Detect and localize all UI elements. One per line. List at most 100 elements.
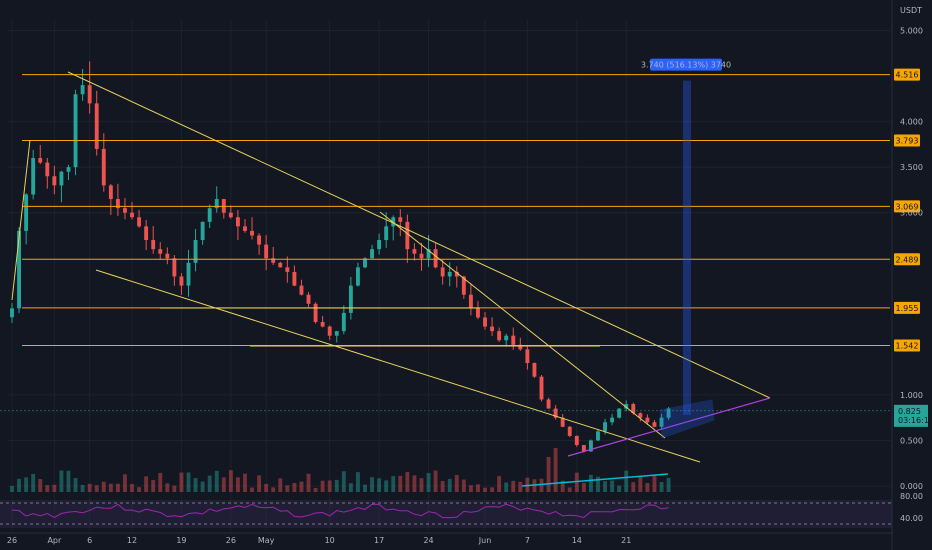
volume-trend-line — [521, 473, 669, 487]
volume-bar — [363, 484, 367, 492]
candle-body — [45, 162, 50, 177]
time-tick: 26 — [7, 536, 17, 545]
volume-bar — [207, 475, 212, 492]
volume-bar — [539, 478, 544, 492]
candle-body — [624, 404, 629, 409]
candle-body — [334, 331, 339, 336]
candle-body — [539, 376, 544, 400]
volume-bar — [80, 484, 85, 492]
volume-bar — [38, 479, 43, 492]
candle-body — [172, 258, 177, 277]
level-tag — [894, 68, 920, 81]
level-label: 1.542 — [896, 342, 919, 351]
volume-bar — [426, 473, 431, 492]
volume-bar — [504, 482, 509, 492]
candle-body — [299, 285, 304, 295]
volume-bar — [172, 485, 177, 492]
volume-bar — [433, 470, 438, 492]
volume-bar — [73, 478, 78, 492]
candle-body — [257, 235, 262, 245]
volume-bar — [130, 483, 134, 492]
candle-body — [518, 344, 523, 350]
volume-bar — [271, 487, 276, 492]
volume-bar — [454, 475, 459, 492]
candle-body — [490, 326, 495, 332]
level-label: 1.955 — [896, 304, 919, 313]
volume-bar — [313, 487, 318, 492]
volume-bar — [610, 480, 615, 492]
volume-bar — [603, 481, 607, 492]
volume-bar — [581, 482, 586, 492]
candle-body — [497, 331, 502, 341]
volume-bar — [264, 483, 269, 492]
price-tick: 5.000 — [900, 27, 923, 36]
volume-bar — [250, 487, 254, 492]
candle-body — [525, 349, 530, 364]
candle-body — [327, 326, 332, 336]
volume-bar — [158, 472, 163, 492]
level-tag — [894, 301, 920, 314]
candle-body — [560, 417, 565, 427]
volume-bar — [31, 473, 36, 492]
volume-bar — [123, 474, 127, 492]
volume-bar — [370, 477, 375, 492]
volume-bar — [652, 475, 657, 492]
candle-body — [207, 208, 212, 222]
candle-body — [419, 253, 424, 259]
volume-bar — [306, 473, 311, 492]
volume-bar — [193, 478, 198, 492]
candle-body — [483, 317, 487, 327]
candle-body — [574, 435, 579, 446]
measurement-tag — [650, 58, 722, 71]
candle-body — [588, 440, 593, 452]
candle-body — [659, 417, 664, 427]
candle-body — [433, 249, 438, 268]
volume-bar — [257, 475, 262, 492]
candle-body — [405, 221, 410, 250]
volume-bar — [52, 484, 57, 492]
candle-body — [17, 230, 22, 309]
volume-bar — [553, 448, 558, 492]
volume-bar — [567, 487, 572, 492]
candle-body — [391, 217, 396, 227]
time-tick: 6 — [87, 536, 92, 545]
candle-body — [553, 408, 558, 418]
price-tick: 0.000 — [900, 482, 923, 491]
price-tick: 4.000 — [900, 118, 923, 127]
time-tick: 14 — [572, 536, 582, 545]
volume-bar — [574, 472, 579, 492]
candle-body — [398, 217, 403, 222]
trend-line — [95, 269, 701, 463]
candle-body — [546, 399, 551, 409]
candle-body — [158, 249, 163, 254]
volume-bar — [186, 472, 191, 492]
level-tag — [894, 253, 920, 266]
volume-bar — [235, 477, 240, 492]
volume-bar — [419, 478, 424, 492]
volume-bar — [17, 478, 22, 492]
candle-body — [306, 294, 311, 304]
candle-body — [221, 199, 226, 213]
volume-bar — [490, 487, 495, 492]
trend-line — [379, 211, 666, 439]
time-tick: Jun — [478, 536, 492, 545]
volume-bar — [440, 480, 445, 492]
volume-bar — [617, 485, 622, 492]
candle-body — [165, 253, 170, 259]
time-tick: 10 — [325, 536, 335, 545]
price-tick: 1.000 — [900, 391, 923, 400]
candle-body — [617, 408, 622, 418]
volume-bar — [631, 482, 636, 492]
candle-body — [52, 176, 57, 186]
candle-body — [137, 217, 142, 227]
candle-body — [476, 308, 480, 318]
candle-body — [186, 262, 191, 286]
measurement-bar — [683, 80, 691, 415]
candle-body — [235, 217, 240, 227]
volume-bar — [596, 476, 600, 492]
volume-bar — [179, 472, 184, 492]
volume-bar — [518, 481, 523, 492]
rsi-lower-label: 40.00 — [900, 514, 923, 523]
support-line — [567, 397, 771, 457]
